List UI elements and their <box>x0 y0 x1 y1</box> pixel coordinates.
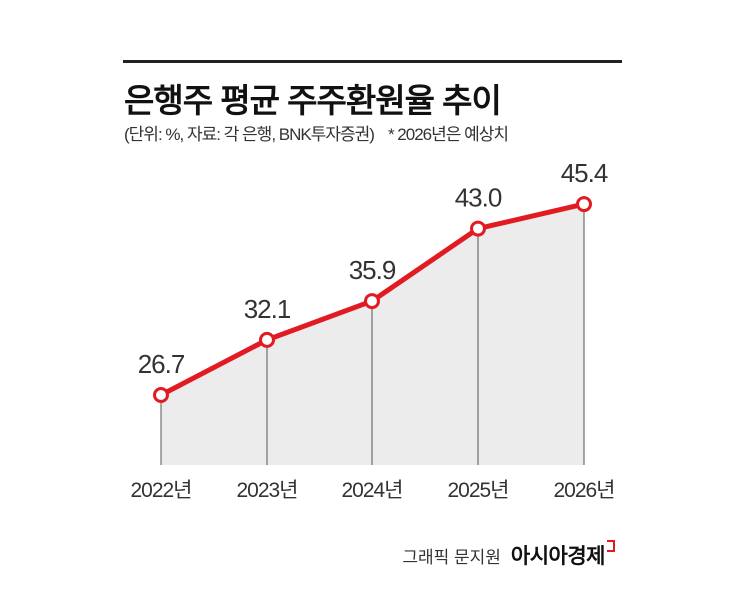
x-tick-label-4: 2026년 <box>553 479 614 502</box>
unit-source: (단위: %, 자료: 각 은행, BNK투자증권) <box>124 125 375 144</box>
data-label-0: 26.7 <box>138 349 185 379</box>
data-point-2 <box>364 293 380 310</box>
chart-title: 은행주 평균 주주환원율 추이 <box>124 82 502 119</box>
chart-subtitle: (단위: %, 자료: 각 은행, BNK투자증권) * 2026년은 예상치 <box>124 120 509 145</box>
data-point-0 <box>153 387 169 403</box>
x-tick-label-0: 2022년 <box>130 479 191 502</box>
data-label-3: 43.0 <box>455 183 502 213</box>
x-tick-label-3: 2025년 <box>447 479 508 502</box>
top-rule <box>123 60 622 63</box>
data-point-3 <box>470 220 486 237</box>
brand-logo: 아시아경제 <box>511 540 615 570</box>
data-label-2: 35.9 <box>349 255 396 285</box>
data-point-1 <box>259 331 275 348</box>
data-label-1: 32.1 <box>244 294 291 324</box>
credit: 그래픽 문지원 아시아경제 <box>402 540 615 570</box>
data-point-4 <box>576 196 592 213</box>
x-tick-label-2: 2024년 <box>341 479 402 502</box>
x-tick-label-1: 2023년 <box>236 479 297 502</box>
data-label-4: 45.4 <box>561 158 608 188</box>
graphic-credit: 그래픽 문지원 <box>402 547 501 567</box>
forecast-note: * 2026년은 예상치 <box>387 125 509 144</box>
